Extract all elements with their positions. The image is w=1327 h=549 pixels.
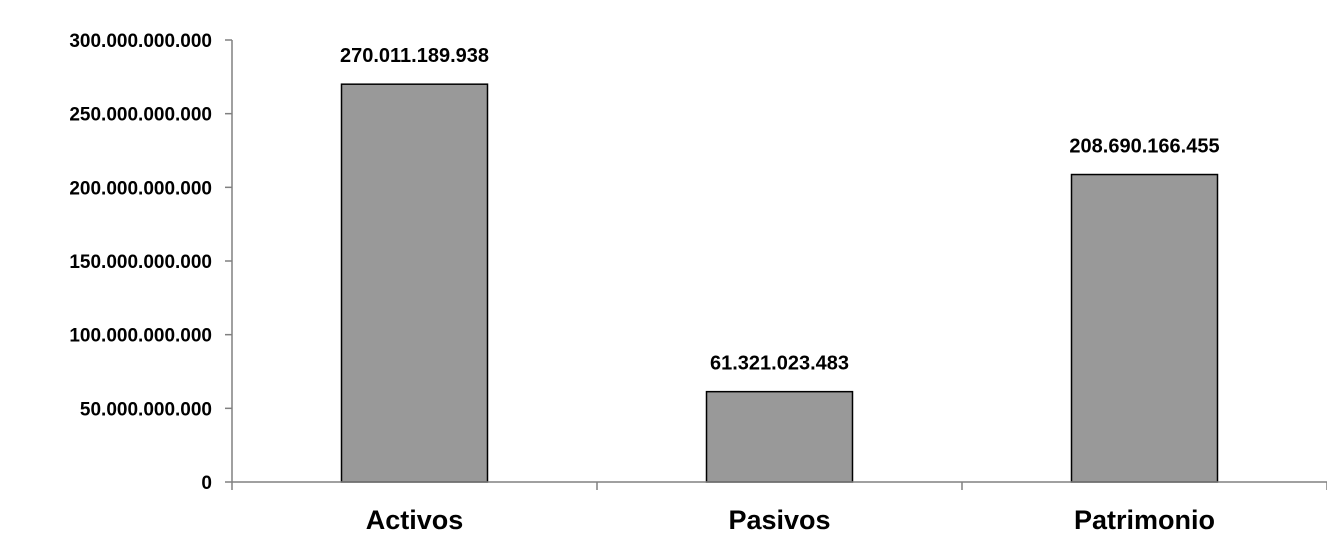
- bar-patrimonio: [1070, 173, 1219, 483]
- data-label-pasivos: 61.321.023.483: [710, 353, 849, 375]
- x-axis: Activos Pasivos Patrimonio: [231, 481, 1327, 535]
- bar-pasivos: [705, 390, 854, 483]
- y-tick-label: 150.000.000.000: [69, 252, 212, 273]
- data-label-activos: 270.011.189.938: [340, 45, 489, 67]
- bars: 270.011.189.938 61.321.023.483 208.690.166…: [340, 45, 1220, 483]
- y-tick-label: 200.000.000.000: [69, 178, 212, 199]
- x-tick-label-activos: Activos: [366, 505, 464, 535]
- data-label-patrimonio: 208.690.166.455: [1069, 136, 1219, 158]
- bar-activos: [340, 83, 489, 483]
- y-tick-label: 300.000.000.000: [69, 31, 212, 52]
- x-tick-label-pasivos: Pasivos: [728, 505, 830, 535]
- y-axis: 0 50.000.000.000 100.000.000.000 150.000.00…: [69, 31, 233, 494]
- y-tick-label: 250.000.000.000: [69, 105, 212, 126]
- y-tick-label: 0: [201, 473, 212, 494]
- x-tick-label-patrimonio: Patrimonio: [1074, 505, 1215, 535]
- y-tick-label: 100.000.000.000: [69, 326, 212, 347]
- y-tick-label: 50.000.000.000: [80, 399, 212, 420]
